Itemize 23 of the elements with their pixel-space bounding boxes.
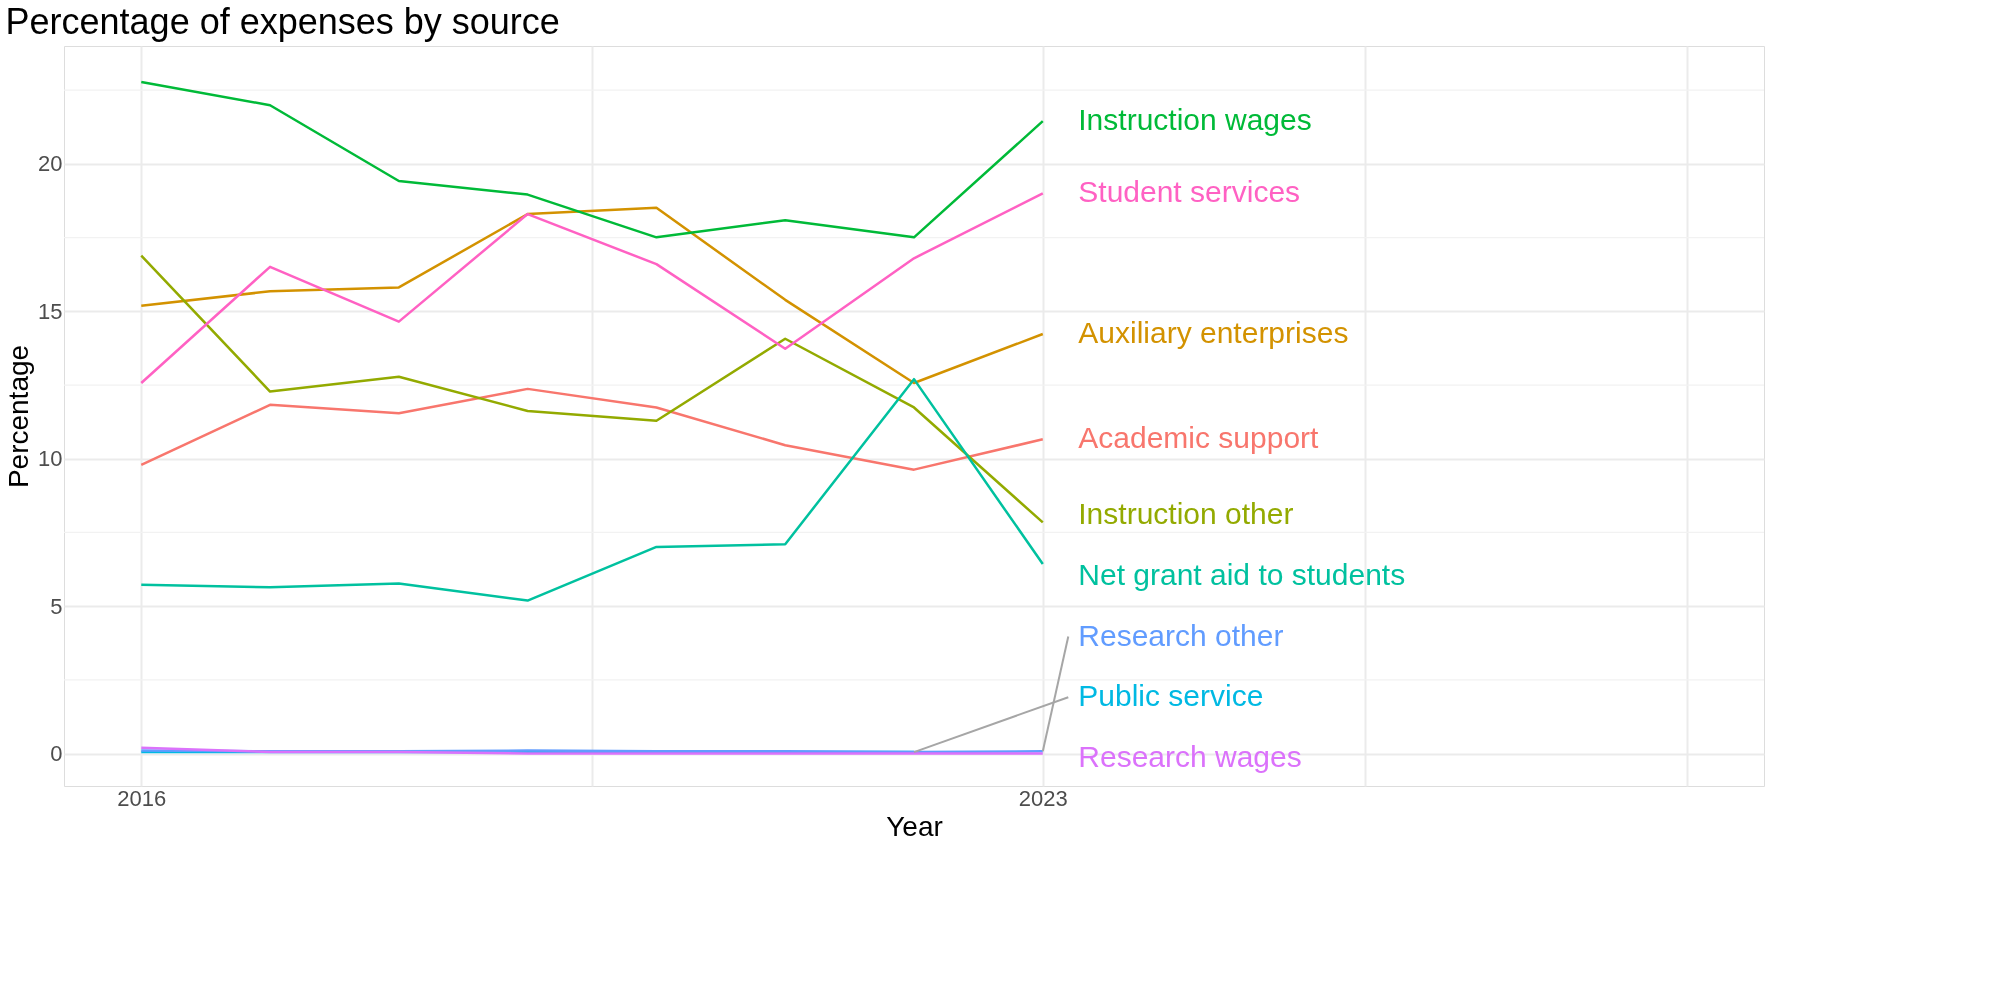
text: Research other <box>1078 618 1284 652</box>
x-tick-label: 2016 <box>117 785 167 811</box>
line-series <box>140 254 1045 524</box>
y-tick-label: 15 <box>38 298 63 324</box>
y-tick-label: 0 <box>50 741 63 767</box>
y-axis-title: Percentage <box>3 344 35 489</box>
series-label: Research wages <box>1078 739 1302 773</box>
y-tick-label: 5 <box>50 593 63 619</box>
y-tick-label: 10 <box>38 446 63 472</box>
series-label: Instruction wages <box>1078 103 1312 137</box>
series-label: Student services <box>1078 175 1301 209</box>
series-label: Auxiliary enterprises <box>1078 316 1349 350</box>
chart-title: Percentage of expenses by source <box>5 1 560 42</box>
series-label: Net grant aid to students <box>1078 557 1406 591</box>
series-label: Academic support <box>1078 421 1320 455</box>
x-axis-title: Year <box>886 810 943 842</box>
text: Public service <box>1078 679 1264 713</box>
series-label: Instruction other <box>1078 497 1294 531</box>
y-tick-label: 20 <box>38 151 63 177</box>
line-series <box>140 80 1045 239</box>
line-series <box>140 387 1045 471</box>
line-series <box>140 377 1045 602</box>
x-tick-label: 2023 <box>1018 785 1068 811</box>
